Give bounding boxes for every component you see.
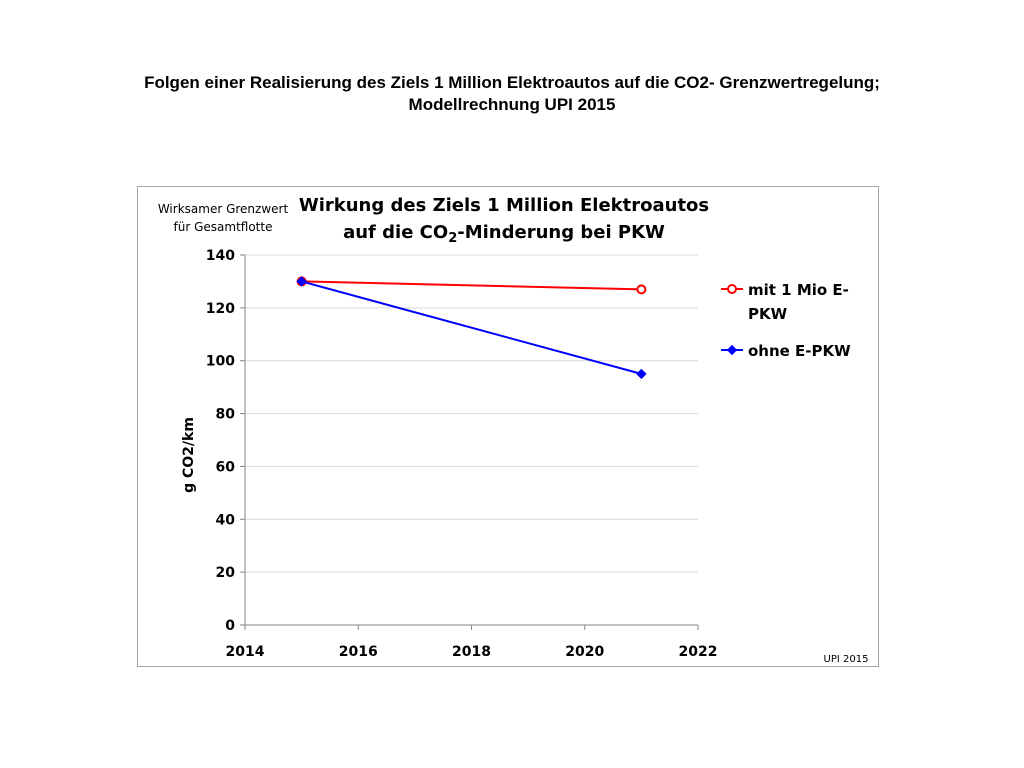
- y-tick-label: 60: [216, 459, 236, 475]
- legend-swatch-marker: [727, 284, 737, 294]
- y-tick-label: 120: [206, 301, 235, 317]
- x-tick-label: 2020: [565, 644, 604, 660]
- x-tick-label: 2022: [679, 644, 718, 660]
- chart-frame: 0 20 40 60 80 100 120 140 2014 2016 2018 2020 2022 m…: [137, 186, 879, 667]
- data-point: [296, 276, 307, 287]
- page-title-line-2: Modellrechnung UPI 2015: [408, 95, 616, 114]
- page-title: Folgen einer Realisierung des Ziels 1 Mi…: [0, 72, 1024, 116]
- chart-title-line-1: Wirkung des Ziels 1 Million Elektroautos: [299, 195, 709, 216]
- line-chart: 0 20 40 60 80 100 120 140 2014 2016 2018 2020 2022 m…: [158, 195, 869, 665]
- data-point: [636, 368, 647, 380]
- legend-swatch-marker: [726, 344, 738, 356]
- legend-item-2: ohne E-PKW: [721, 342, 851, 360]
- page-title-line-1: Folgen einer Realisierung des Ziels 1 Mi…: [144, 73, 880, 92]
- axes: 0 20 40 60 80 100 120 140 2014 2016 2018 2020 2022: [206, 248, 718, 660]
- legend-item-1: mit 1 Mio E- PKW: [721, 281, 849, 323]
- series-line: [301, 280, 642, 291]
- series-1: [296, 276, 647, 295]
- y-tick-label: 20: [216, 565, 236, 581]
- x-tick-label: 2018: [452, 644, 491, 660]
- legend-label: ohne E-PKW: [748, 342, 851, 360]
- y-tick-label: 140: [206, 248, 235, 264]
- legend-label: mit 1 Mio E-: [748, 281, 849, 299]
- y-tick-label: 100: [206, 354, 235, 370]
- y-axis-corner-label-line-1: Wirksamer Grenzwert: [158, 202, 289, 216]
- y-axis-label: g CO2/km: [181, 417, 197, 493]
- legend: mit 1 Mio E- PKW ohne E-PKW: [721, 281, 851, 360]
- credit-label: UPI 2015: [824, 654, 869, 665]
- y-tick-label: 40: [216, 512, 236, 528]
- x-tick-label: 2014: [226, 644, 265, 660]
- series-line: [301, 280, 642, 375]
- legend-label: PKW: [748, 305, 788, 323]
- y-tick-label: 0: [225, 618, 235, 634]
- y-axis-corner-label-line-2: für Gesamtflotte: [174, 220, 273, 234]
- data-point: [636, 284, 647, 295]
- series-2: [296, 276, 647, 380]
- chart-title-line-2: auf die CO2-Minderung bei PKW: [343, 222, 665, 246]
- x-tick-label: 2016: [339, 644, 378, 660]
- grid-lines: [245, 254, 698, 573]
- series-group: [296, 276, 647, 380]
- y-tick-label: 80: [216, 407, 236, 423]
